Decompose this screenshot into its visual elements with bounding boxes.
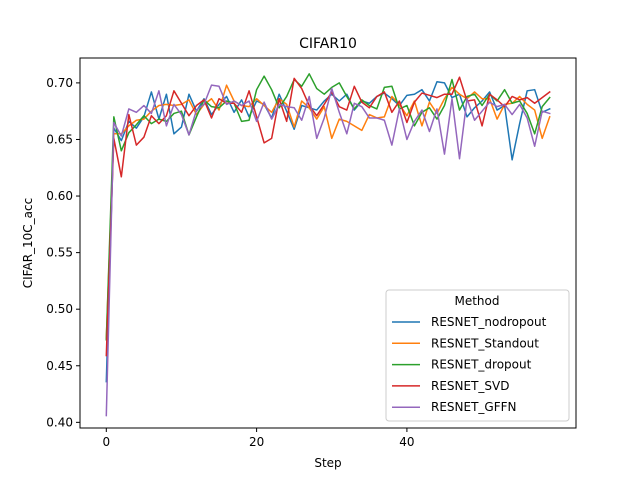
legend: Method RESNET_nodropout RESNET_Standout RE… bbox=[386, 290, 569, 421]
y-tick-label: 0.45 bbox=[46, 359, 73, 373]
x-tick-label: 0 bbox=[102, 435, 110, 449]
y-tick-label: 0.60 bbox=[46, 189, 73, 203]
x-tick-label: 20 bbox=[249, 435, 264, 449]
legend-title: Method bbox=[454, 294, 499, 308]
y-tick-label: 0.70 bbox=[46, 76, 73, 90]
chart-title: CIFAR10 bbox=[299, 36, 357, 52]
legend-entry-label: RESNET_GFFN bbox=[431, 400, 517, 414]
y-tick-label: 0.55 bbox=[46, 246, 73, 260]
legend-entry-label: RESNET_nodropout bbox=[431, 315, 547, 329]
x-tick-label: 40 bbox=[399, 435, 414, 449]
y-tick-label: 0.40 bbox=[46, 415, 73, 429]
y-axis-label: CIFAR_10C_acc bbox=[21, 198, 35, 288]
legend-entry-label: RESNET_SVD bbox=[431, 379, 510, 393]
x-axis-label: Step bbox=[314, 456, 341, 470]
legend-entry-label: RESNET_dropout bbox=[431, 358, 532, 372]
legend-entry-label: RESNET_Standout bbox=[431, 336, 539, 350]
y-tick-label: 0.65 bbox=[46, 132, 73, 146]
y-tick-label: 0.50 bbox=[46, 302, 73, 316]
